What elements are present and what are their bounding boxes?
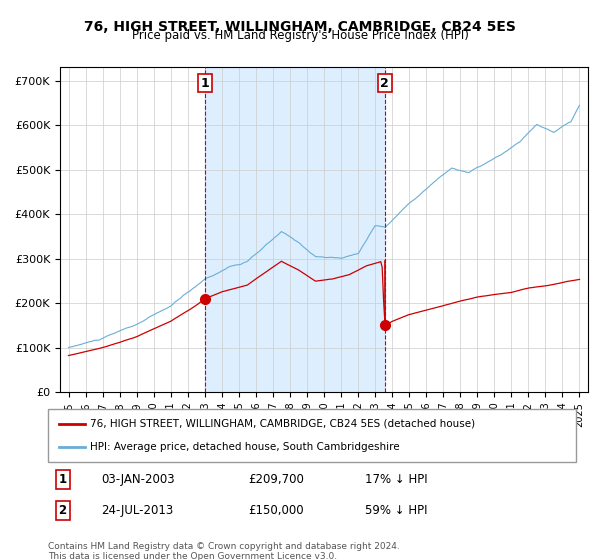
- Text: HPI: Average price, detached house, South Cambridgeshire: HPI: Average price, detached house, Sout…: [90, 442, 400, 452]
- Text: Price paid vs. HM Land Registry's House Price Index (HPI): Price paid vs. HM Land Registry's House …: [131, 29, 469, 42]
- Text: £209,700: £209,700: [248, 473, 305, 486]
- Text: 2: 2: [380, 77, 389, 90]
- Text: Contains HM Land Registry data © Crown copyright and database right 2024.
This d: Contains HM Land Registry data © Crown c…: [48, 542, 400, 560]
- Text: 1: 1: [59, 473, 67, 486]
- Text: 1: 1: [200, 77, 209, 90]
- Text: 76, HIGH STREET, WILLINGHAM, CAMBRIDGE, CB24 5ES (detached house): 76, HIGH STREET, WILLINGHAM, CAMBRIDGE, …: [90, 419, 475, 429]
- Text: 2: 2: [59, 504, 67, 517]
- Text: 03-JAN-2003: 03-JAN-2003: [101, 473, 175, 486]
- Text: 24-JUL-2013: 24-JUL-2013: [101, 504, 173, 517]
- Text: 76, HIGH STREET, WILLINGHAM, CAMBRIDGE, CB24 5ES: 76, HIGH STREET, WILLINGHAM, CAMBRIDGE, …: [84, 20, 516, 34]
- Text: 59% ↓ HPI: 59% ↓ HPI: [365, 504, 427, 517]
- Text: 17% ↓ HPI: 17% ↓ HPI: [365, 473, 427, 486]
- Text: £150,000: £150,000: [248, 504, 304, 517]
- Bar: [205, 67, 385, 392]
- FancyBboxPatch shape: [48, 409, 576, 462]
